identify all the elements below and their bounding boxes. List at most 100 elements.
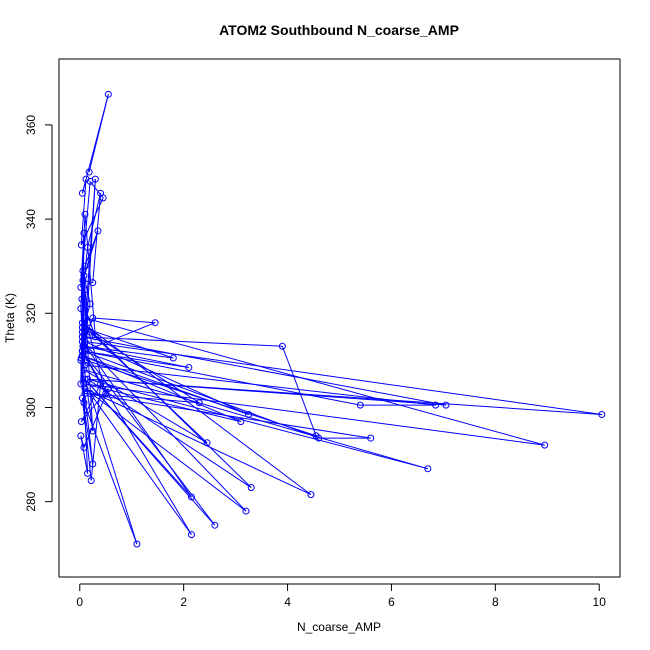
data-point [78, 189, 86, 197]
data-series [77, 90, 606, 548]
data-point [77, 418, 85, 426]
data-point [81, 338, 89, 346]
series-segment [81, 398, 92, 481]
data-point [81, 286, 89, 294]
data-point [77, 305, 85, 313]
data-point [80, 229, 88, 237]
series-segment [83, 383, 241, 423]
data-point [91, 175, 99, 183]
data-point [80, 366, 88, 374]
series-segment [83, 369, 428, 470]
data-point [77, 241, 85, 249]
series-segment [82, 355, 241, 423]
data-point [85, 168, 93, 176]
data-point [247, 484, 255, 492]
series-segment [84, 378, 216, 526]
data-point [80, 380, 88, 388]
data-point [81, 347, 89, 355]
series-segment [84, 179, 96, 351]
series-segment [83, 383, 545, 446]
y-tick-label: 340 [24, 209, 38, 229]
data-point [78, 394, 86, 402]
data-point [187, 493, 195, 501]
series-segment [82, 322, 312, 495]
data-point [81, 385, 89, 393]
data-point [81, 210, 89, 218]
series-segment [82, 350, 361, 406]
series-segment [82, 322, 252, 488]
series-segment [87, 193, 102, 248]
x-tick-label: 10 [593, 595, 607, 609]
data-point [89, 460, 97, 468]
series-segment [87, 378, 252, 488]
data-point [87, 476, 95, 484]
data-point [307, 491, 315, 499]
data-point [78, 328, 86, 336]
data-point [104, 90, 112, 98]
data-point [81, 375, 89, 383]
data-point [598, 411, 606, 419]
data-point [78, 295, 86, 303]
y-tick-label: 300 [24, 397, 38, 417]
data-point [77, 432, 85, 440]
data-point [356, 401, 364, 409]
data-point [86, 389, 94, 397]
series-segment [82, 326, 174, 359]
y-tick-label: 280 [24, 491, 38, 511]
data-point [195, 399, 203, 407]
data-point [89, 314, 97, 322]
series-segment [81, 350, 192, 535]
data-point [80, 342, 88, 350]
chart-title: ATOM2 Southbound N_coarse_AMP [219, 22, 459, 38]
x-tick-label: 6 [388, 595, 395, 609]
data-point [84, 375, 92, 383]
data-point [80, 399, 88, 407]
series-segment [81, 350, 216, 526]
data-point [89, 427, 97, 435]
data-point [79, 276, 87, 284]
data-point [367, 434, 375, 442]
series-segment [81, 355, 89, 474]
series-segment [80, 435, 89, 474]
data-point [77, 356, 85, 364]
data-point [97, 189, 105, 197]
data-point [86, 300, 94, 308]
series-segment [89, 393, 138, 545]
y-axis-label: Theta (K) [3, 293, 17, 343]
series-segment [92, 317, 156, 324]
data-point [84, 469, 92, 477]
x-tick-label: 0 [76, 595, 83, 609]
series-segment [82, 326, 200, 404]
data-point [91, 333, 99, 341]
data-point [203, 439, 211, 447]
data-point [89, 279, 97, 287]
data-point [78, 347, 86, 355]
y-tick-label: 320 [24, 303, 38, 323]
data-point [245, 411, 253, 419]
data-point [133, 540, 141, 548]
series-segment [87, 378, 602, 416]
data-point [80, 272, 88, 280]
data-point [104, 385, 112, 393]
data-point [424, 465, 432, 473]
data-point [84, 243, 92, 251]
data-point [81, 361, 89, 369]
x-tick-label: 4 [284, 595, 291, 609]
data-point [169, 354, 177, 362]
data-point [278, 342, 286, 350]
series-segment [89, 393, 192, 535]
series-segment [82, 336, 447, 406]
data-point [94, 227, 102, 235]
series-segment [82, 317, 94, 347]
data-point [185, 363, 193, 371]
series-segment [84, 392, 200, 404]
series-segment [82, 341, 247, 512]
series-segment [83, 345, 189, 368]
data-point [97, 380, 105, 388]
plot-frame [58, 58, 621, 578]
data-point [86, 328, 94, 336]
data-point [211, 521, 219, 529]
y-tick-label: 360 [24, 115, 38, 135]
